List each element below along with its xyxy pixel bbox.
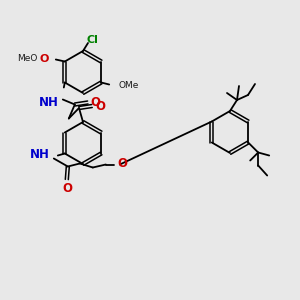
Text: Cl: Cl	[86, 35, 98, 45]
Text: NH: NH	[30, 148, 50, 161]
Text: O: O	[39, 53, 49, 64]
Text: OMe: OMe	[118, 81, 139, 90]
Text: O: O	[91, 96, 101, 109]
Text: MeO: MeO	[17, 54, 38, 63]
Text: NH: NH	[39, 97, 59, 110]
Text: O: O	[118, 157, 128, 170]
Text: O: O	[63, 182, 73, 196]
Text: O: O	[95, 100, 105, 112]
